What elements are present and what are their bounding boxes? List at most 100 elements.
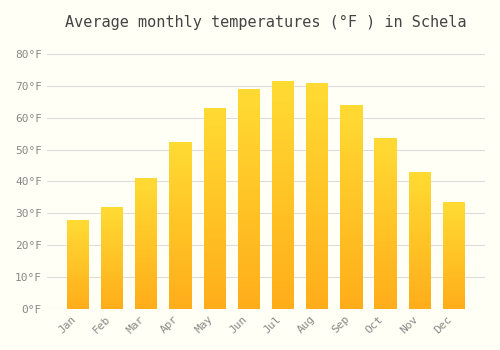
Bar — [272, 290, 294, 295]
Bar — [204, 144, 226, 148]
Bar — [135, 238, 158, 241]
Bar — [272, 186, 294, 190]
Bar — [67, 268, 89, 270]
Bar — [101, 239, 123, 241]
Bar — [340, 293, 362, 296]
Bar — [135, 241, 158, 244]
Bar — [374, 159, 396, 162]
Bar — [67, 245, 89, 246]
Bar — [238, 173, 260, 177]
Bar — [238, 107, 260, 111]
Bar — [67, 293, 89, 294]
Bar — [135, 267, 158, 270]
Bar — [204, 204, 226, 209]
Bar — [170, 259, 192, 262]
Bar — [272, 127, 294, 131]
Bar — [272, 149, 294, 154]
Title: Average monthly temperatures (°F ) in Schela: Average monthly temperatures (°F ) in Sc… — [65, 15, 466, 30]
Bar — [135, 259, 158, 262]
Bar — [101, 307, 123, 309]
Bar — [306, 96, 328, 101]
Bar — [101, 282, 123, 284]
Bar — [272, 259, 294, 263]
Bar — [238, 111, 260, 116]
Bar — [340, 247, 362, 252]
Bar — [306, 101, 328, 105]
Bar — [374, 234, 396, 237]
Bar — [408, 292, 431, 295]
Bar — [101, 236, 123, 237]
Bar — [67, 259, 89, 261]
Bar — [135, 207, 158, 210]
Bar — [443, 307, 465, 309]
Bar — [306, 137, 328, 141]
Bar — [443, 240, 465, 243]
Bar — [238, 195, 260, 199]
Bar — [340, 219, 362, 223]
Bar — [67, 270, 89, 271]
Bar — [67, 266, 89, 268]
Bar — [306, 236, 328, 241]
Bar — [272, 245, 294, 250]
Bar — [374, 292, 396, 295]
Bar — [170, 239, 192, 242]
Bar — [272, 95, 294, 99]
Bar — [204, 176, 226, 180]
Bar — [408, 262, 431, 265]
Bar — [135, 225, 158, 228]
Bar — [340, 244, 362, 247]
Bar — [443, 283, 465, 285]
Bar — [340, 207, 362, 211]
Bar — [67, 298, 89, 300]
Bar — [238, 217, 260, 221]
Bar — [340, 187, 362, 190]
Bar — [135, 293, 158, 296]
Bar — [306, 83, 328, 87]
Bar — [67, 307, 89, 309]
Bar — [374, 176, 396, 179]
Bar — [204, 285, 226, 289]
Bar — [374, 288, 396, 292]
Bar — [272, 181, 294, 186]
Bar — [443, 289, 465, 292]
Bar — [408, 289, 431, 292]
Bar — [204, 152, 226, 156]
Bar — [374, 179, 396, 183]
Bar — [443, 277, 465, 279]
Bar — [238, 116, 260, 120]
Bar — [272, 254, 294, 259]
Bar — [135, 217, 158, 220]
Bar — [170, 279, 192, 282]
Bar — [374, 210, 396, 214]
Bar — [67, 253, 89, 255]
Bar — [340, 223, 362, 227]
Bar — [67, 230, 89, 232]
Bar — [101, 266, 123, 268]
Bar — [306, 146, 328, 150]
Bar — [408, 281, 431, 284]
Bar — [272, 90, 294, 95]
Bar — [101, 294, 123, 296]
Bar — [443, 279, 465, 281]
Bar — [101, 299, 123, 301]
Bar — [170, 152, 192, 155]
Bar — [101, 237, 123, 239]
Bar — [67, 300, 89, 302]
Bar — [135, 270, 158, 272]
Bar — [101, 278, 123, 280]
Bar — [306, 150, 328, 155]
Bar — [306, 92, 328, 96]
Bar — [67, 276, 89, 279]
Bar — [238, 208, 260, 212]
Bar — [340, 276, 362, 280]
Bar — [408, 172, 431, 175]
Bar — [306, 164, 328, 169]
Bar — [306, 277, 328, 282]
Bar — [238, 155, 260, 159]
Bar — [306, 228, 328, 232]
Bar — [135, 223, 158, 225]
Bar — [101, 260, 123, 262]
Bar — [443, 202, 465, 309]
Bar — [272, 227, 294, 231]
Bar — [272, 86, 294, 90]
